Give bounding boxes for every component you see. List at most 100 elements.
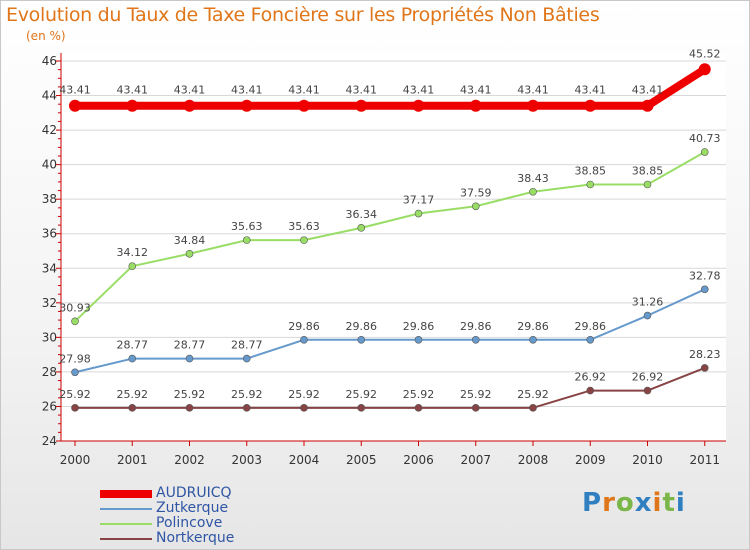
- data-point-polincove: [357, 224, 366, 232]
- data-point-audruicq: [69, 99, 81, 112]
- data-label-audruicq: 43.41: [460, 84, 492, 97]
- data-point-zutkerque: [586, 335, 595, 344]
- logo-letter: x: [634, 488, 653, 518]
- data-point-audruicq: [183, 99, 196, 112]
- data-point-audruicq: [469, 99, 482, 112]
- data-label-audruicq: 45.52: [689, 47, 721, 60]
- data-label-audruicq: 43.41: [231, 84, 263, 97]
- legend-label-nortkerque: Nortkerque: [156, 530, 235, 546]
- legend-swatch-audruicq: [100, 489, 152, 498]
- data-point-nortkerque: [529, 404, 537, 412]
- legend-swatch-zutkerque: [100, 507, 152, 510]
- y-tick-label: 38: [42, 192, 57, 206]
- plot-area: [61, 53, 726, 441]
- logo-letter: i: [675, 488, 686, 518]
- data-point-nortkerque: [242, 404, 251, 412]
- proxiti-logo: Proxiti: [582, 488, 686, 518]
- y-tick-label: 36: [42, 227, 57, 241]
- data-label-nortkerque: 25.92: [231, 388, 263, 401]
- data-point-zutkerque: [128, 354, 137, 363]
- x-tick-label: 2008: [518, 453, 549, 467]
- data-label-zutkerque: 27.98: [59, 352, 91, 365]
- series-line-zutkerque: [74, 288, 706, 374]
- data-label-nortkerque: 28.23: [689, 348, 721, 361]
- y-tick-label: 44: [42, 89, 57, 103]
- data-point-polincove: [185, 249, 194, 258]
- data-label-audruicq: 43.41: [632, 84, 664, 97]
- data-label-polincove: 37.59: [460, 186, 492, 199]
- x-tick-label: 2002: [174, 453, 205, 467]
- data-label-nortkerque: 26.92: [575, 371, 607, 384]
- y-tick-label: 28: [42, 365, 57, 379]
- series-line-polincove: [74, 151, 706, 323]
- data-point-nortkerque: [471, 404, 480, 412]
- x-tick-label: 2010: [632, 453, 663, 467]
- data-label-zutkerque: 32.78: [689, 269, 721, 282]
- data-label-zutkerque: 28.77: [117, 339, 149, 352]
- data-point-audruicq: [298, 99, 310, 112]
- data-point-zutkerque: [357, 335, 366, 344]
- data-label-audruicq: 43.41: [517, 84, 549, 97]
- data-point-audruicq: [355, 99, 368, 112]
- data-label-polincove: 38.85: [575, 165, 607, 178]
- y-unit-label: (en %): [26, 29, 66, 43]
- data-point-polincove: [700, 148, 709, 156]
- data-label-polincove: 34.84: [174, 234, 206, 247]
- data-point-nortkerque: [643, 386, 652, 395]
- x-tick-label: 2003: [231, 453, 262, 467]
- y-tick-label: 42: [42, 123, 57, 137]
- data-label-nortkerque: 25.92: [517, 388, 549, 401]
- data-label-zutkerque: 29.86: [346, 320, 378, 333]
- data-label-nortkerque: 25.92: [174, 388, 206, 401]
- data-label-polincove: 35.63: [288, 220, 320, 233]
- data-point-audruicq: [126, 99, 139, 112]
- y-tick-label: 26: [42, 399, 57, 413]
- data-label-nortkerque: 25.92: [460, 388, 492, 401]
- legend-label-audruicq: AUDRUICQ: [156, 485, 232, 501]
- data-point-nortkerque: [700, 364, 709, 372]
- data-point-zutkerque: [700, 285, 709, 294]
- data-point-polincove: [529, 187, 537, 196]
- y-tick-label: 34: [42, 261, 57, 275]
- data-point-zutkerque: [242, 354, 251, 363]
- data-label-audruicq: 43.41: [288, 84, 320, 97]
- x-tick-label: 2005: [346, 453, 377, 467]
- x-tick-label: 2007: [460, 453, 491, 467]
- data-label-nortkerque: 25.92: [59, 388, 91, 401]
- legend-item-audruicq: AUDRUICQ: [100, 486, 234, 501]
- x-tick-label: 2011: [689, 453, 720, 467]
- legend-item-zutkerque: Zutkerque: [100, 501, 234, 516]
- chart-legend: AUDRUICQ Zutkerque Polincove Nortkerque: [100, 486, 234, 546]
- data-point-nortkerque: [185, 404, 194, 412]
- data-point-nortkerque: [357, 404, 366, 412]
- data-label-audruicq: 43.41: [59, 84, 91, 97]
- logo-letter: o: [615, 488, 635, 518]
- chart-title: Evolution du Taux de Taxe Foncière sur l…: [6, 4, 600, 26]
- data-label-nortkerque: 25.92: [403, 388, 435, 401]
- data-label-zutkerque: 29.86: [517, 320, 549, 333]
- data-point-polincove: [128, 262, 137, 271]
- data-label-polincove: 38.85: [632, 165, 664, 178]
- data-point-polincove: [471, 202, 480, 211]
- logo-letter: P: [582, 488, 603, 518]
- data-label-nortkerque: 25.92: [117, 388, 149, 401]
- data-label-zutkerque: 29.86: [403, 320, 435, 333]
- legend-item-nortkerque: Nortkerque: [100, 531, 234, 546]
- data-label-zutkerque: 28.77: [231, 339, 263, 352]
- data-label-audruicq: 43.41: [117, 84, 149, 97]
- data-point-polincove: [586, 180, 595, 189]
- logo-letter: i: [652, 488, 663, 518]
- data-label-nortkerque: 25.92: [288, 388, 320, 401]
- data-label-polincove: 40.73: [689, 132, 721, 145]
- legend-label-polincove: Polincove: [156, 515, 223, 531]
- series-line-nortkerque: [74, 366, 706, 409]
- data-point-nortkerque: [414, 404, 423, 412]
- data-point-zutkerque: [300, 335, 308, 344]
- logo-letter: r: [602, 488, 616, 518]
- legend-label-zutkerque: Zutkerque: [156, 500, 229, 516]
- data-label-polincove: 35.63: [231, 220, 263, 233]
- data-point-nortkerque: [300, 404, 308, 412]
- data-label-polincove: 37.17: [403, 194, 435, 207]
- data-point-zutkerque: [71, 368, 79, 377]
